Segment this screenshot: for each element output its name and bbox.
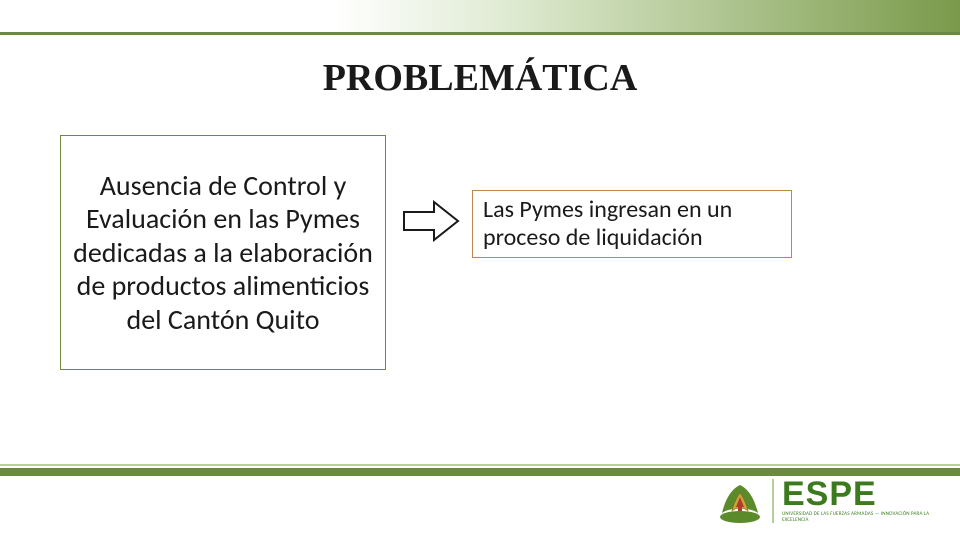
- arrow-right-icon: [402, 200, 460, 242]
- top-gradient-bar: [0, 0, 960, 32]
- top-underline: [0, 32, 960, 35]
- espe-crest-icon: [716, 477, 764, 525]
- left-box: Ausencia de Control y Evaluación en las …: [60, 135, 386, 370]
- bottom-thin-line: [0, 464, 960, 466]
- espe-logo-text-block: ESPE UNIVERSIDAD DE LAS FUERZAS ARMADAS …: [772, 479, 936, 524]
- espe-logo: ESPE UNIVERSIDAD DE LAS FUERZAS ARMADAS …: [716, 476, 936, 526]
- espe-logo-text: ESPE: [782, 479, 936, 510]
- right-box-text: Las Pymes ingresan en un proceso de liqu…: [483, 196, 781, 253]
- right-box: Las Pymes ingresan en un proceso de liqu…: [472, 190, 792, 258]
- slide: PROBLEMÁTICA Ausencia de Control y Evalu…: [0, 0, 960, 540]
- espe-logo-subtext: UNIVERSIDAD DE LAS FUERZAS ARMADAS — INN…: [782, 511, 936, 523]
- left-box-text: Ausencia de Control y Evaluación en las …: [67, 169, 379, 337]
- slide-title: PROBLEMÁTICA: [0, 56, 960, 100]
